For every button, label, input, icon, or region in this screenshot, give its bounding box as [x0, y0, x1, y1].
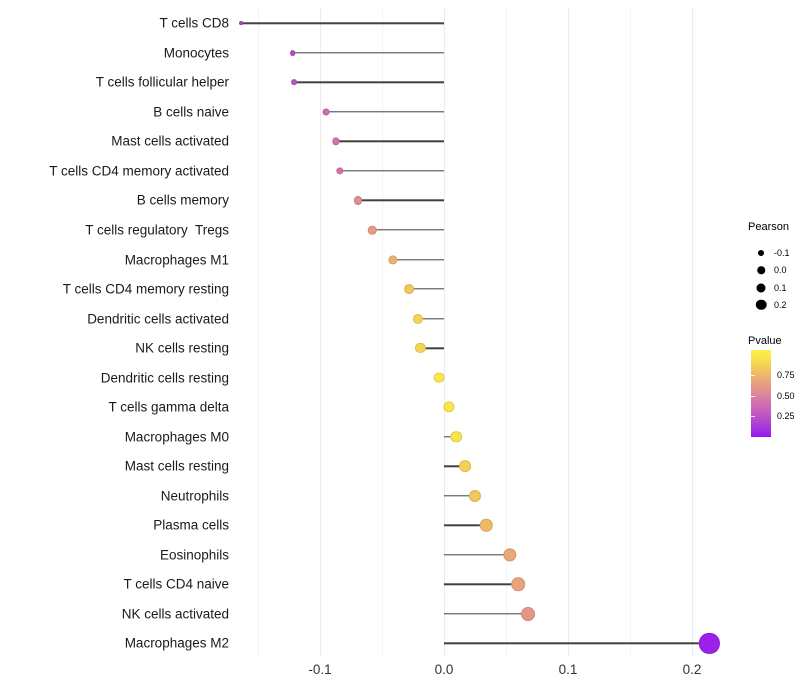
- row-label: T cells CD8: [159, 15, 229, 31]
- lollipop-stem: [444, 583, 519, 586]
- legend-size-dot: [757, 266, 765, 275]
- data-point: [367, 225, 377, 235]
- lollipop-stem: [420, 347, 444, 349]
- gridline-minor: [382, 8, 383, 656]
- lollipop-stem: [372, 229, 444, 231]
- row-label: T cells CD4 memory resting: [62, 281, 229, 297]
- gridline-minor: [506, 8, 507, 656]
- data-point: [511, 577, 526, 592]
- colorbar-tick-label: 0.25: [777, 411, 795, 422]
- pvalue-colorbar: [751, 350, 771, 437]
- colorbar-tick-label: 0.75: [777, 369, 795, 380]
- lollipop-stem: [240, 22, 444, 24]
- row-label: B cells memory: [136, 192, 229, 208]
- row-label: T cells CD4 naive: [123, 576, 229, 592]
- gridline-major: [692, 8, 693, 656]
- colorbar-tick-label: 0.50: [777, 390, 795, 401]
- data-point: [238, 21, 243, 26]
- legend-pvalue-title: Pvalue: [748, 335, 782, 347]
- x-tick-label: 0.0: [434, 662, 454, 677]
- row-label: Macrophages M1: [124, 252, 229, 268]
- data-point: [433, 372, 445, 384]
- lollipop-stem: [444, 436, 457, 438]
- data-point: [354, 196, 363, 205]
- data-point: [521, 606, 536, 621]
- row-label: Plasma cells: [153, 517, 229, 533]
- row-label: T cells regulatory Tregs: [85, 222, 229, 238]
- lollipop-stem: [326, 111, 444, 113]
- row-label: Macrophages M2: [124, 635, 229, 651]
- lollipop-stem: [339, 170, 444, 172]
- lollipop-stem: [444, 495, 475, 497]
- row-label: Dendritic cells resting: [100, 370, 229, 386]
- gridline-major: [444, 8, 445, 656]
- gridline-minor: [630, 8, 631, 656]
- row-label: NK cells activated: [121, 606, 229, 622]
- data-point: [291, 79, 297, 86]
- data-point: [404, 284, 415, 294]
- data-point: [415, 343, 426, 354]
- data-point: [332, 137, 340, 146]
- lollipop-stem: [292, 52, 444, 54]
- row-label: Dendritic cells activated: [87, 311, 229, 327]
- row-label: Mast cells resting: [124, 458, 229, 474]
- lollipop-stem: [444, 524, 487, 526]
- row-label: Mast cells activated: [111, 133, 229, 149]
- data-point: [468, 489, 482, 502]
- data-point: [443, 401, 455, 413]
- data-point: [322, 108, 330, 116]
- lollipop-stem: [293, 81, 444, 84]
- gridline-major: [320, 8, 321, 656]
- lollipop-stem: [358, 199, 444, 202]
- legend-size-dot: [758, 250, 764, 256]
- lollipop-stem: [336, 140, 444, 143]
- x-tick-label: -0.1: [308, 662, 332, 677]
- row-label: Eosinophils: [159, 547, 229, 563]
- row-label: B cells naive: [153, 104, 229, 120]
- data-point: [459, 460, 471, 473]
- colorbar-tick-mark: [751, 395, 755, 397]
- row-label: Neutrophils: [160, 488, 229, 504]
- row-label: Macrophages M0: [124, 429, 229, 445]
- colorbar-tick-mark: [751, 374, 755, 376]
- data-point: [479, 519, 493, 532]
- data-point: [450, 431, 463, 443]
- row-label: T cells follicular helper: [95, 74, 229, 90]
- legend-size-dot: [755, 299, 767, 311]
- colorbar-tick-mark: [751, 416, 755, 418]
- gridline-major: [568, 8, 569, 656]
- row-label: T cells gamma delta: [108, 399, 229, 415]
- legend-size-label: 0.2: [774, 299, 787, 310]
- lollipop-stem: [444, 642, 710, 645]
- data-point: [388, 254, 398, 265]
- legend-pearson-title: Pearson: [748, 221, 789, 233]
- gridline-minor: [258, 8, 259, 656]
- lollipop-stem: [409, 288, 444, 290]
- legend-size-dot: [756, 283, 766, 293]
- lollipop-stem: [444, 465, 466, 467]
- x-tick-label: 0.2: [682, 662, 702, 677]
- legend-size-label: 0.0: [774, 265, 787, 276]
- row-label: T cells CD4 memory activated: [49, 163, 229, 179]
- data-point: [699, 633, 720, 654]
- row-label: Monocytes: [163, 45, 229, 61]
- data-point: [503, 548, 517, 562]
- legend-size-label: 0.1: [774, 282, 787, 293]
- legend-size-label: -0.1: [774, 248, 790, 258]
- lollipop-stem: [417, 317, 444, 320]
- lollipop-stem: [393, 258, 444, 261]
- row-label: NK cells resting: [135, 340, 229, 356]
- x-tick-label: 0.1: [558, 662, 578, 677]
- data-point: [412, 313, 423, 324]
- data-point: [289, 49, 296, 56]
- lollipop-stem: [444, 554, 510, 556]
- data-point: [336, 167, 344, 175]
- lollipop-stem: [444, 613, 529, 615]
